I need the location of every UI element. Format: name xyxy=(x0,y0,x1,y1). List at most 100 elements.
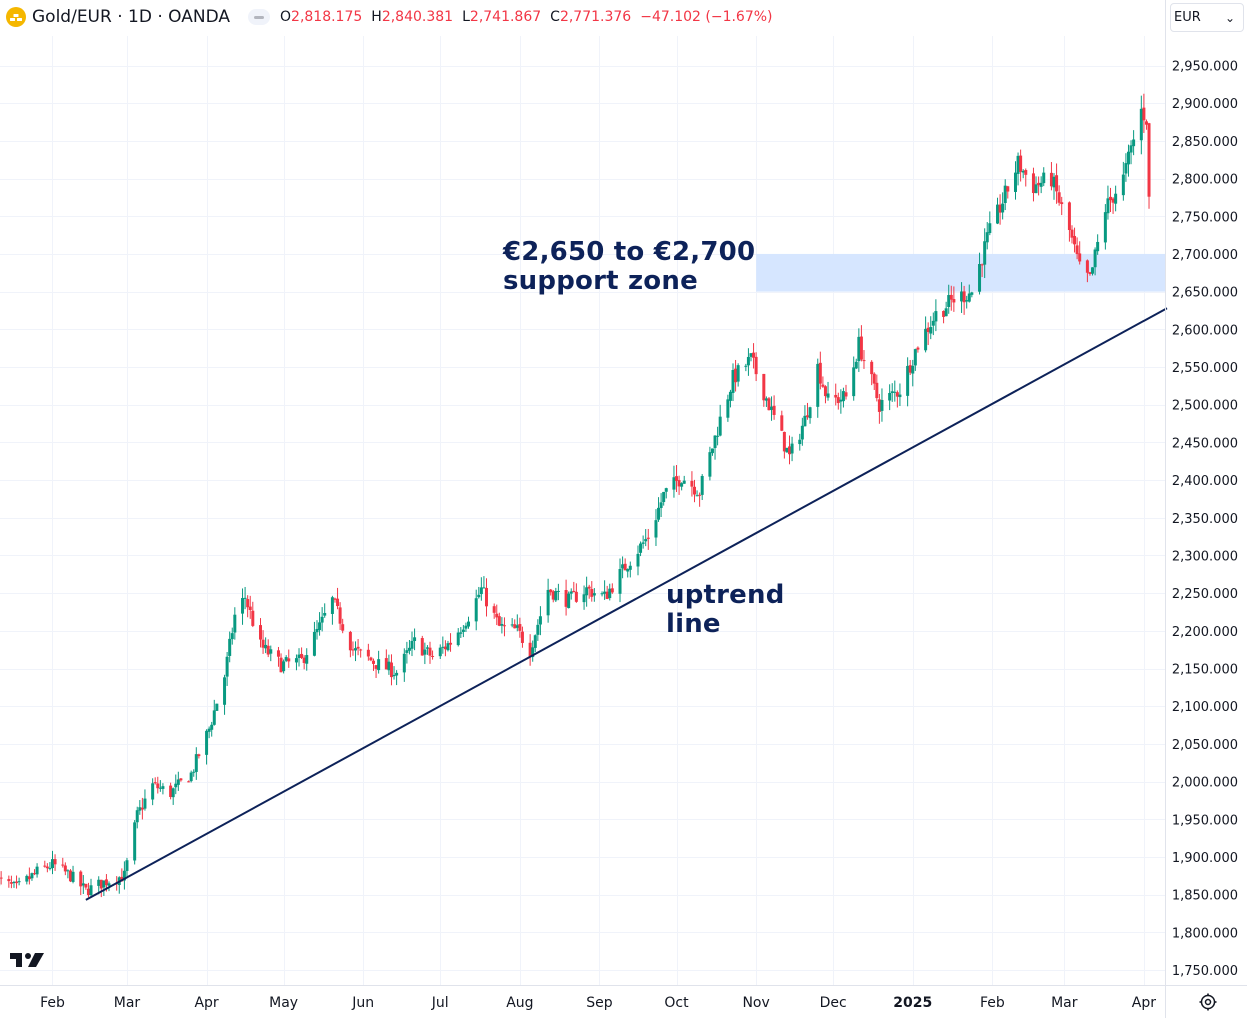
candle-down xyxy=(156,783,160,789)
candle-up xyxy=(657,507,661,520)
candle-up xyxy=(71,871,75,882)
candle-up xyxy=(320,616,324,623)
support-zone-label: €2,650 to €2,700 support zone xyxy=(503,237,756,296)
candle-up xyxy=(600,593,604,595)
time-axis-label: Mar xyxy=(114,995,141,1011)
time-axis-label: Nov xyxy=(742,995,769,1011)
candle-up xyxy=(569,591,573,594)
candle-up xyxy=(970,292,974,295)
candle-up xyxy=(790,443,794,454)
candle-up xyxy=(510,624,514,626)
candle-up xyxy=(395,672,399,676)
tradingview-logo-icon[interactable] xyxy=(8,948,46,970)
candle-down xyxy=(99,879,103,889)
candle-up xyxy=(746,356,750,366)
candle-up xyxy=(158,787,162,789)
candle-up xyxy=(944,308,948,317)
candle-up xyxy=(97,879,101,886)
candle-down xyxy=(1060,202,1064,205)
candle-up xyxy=(243,597,247,599)
candle-down xyxy=(61,864,65,866)
candle-up xyxy=(212,710,216,725)
candle-down xyxy=(356,646,360,649)
candle-down xyxy=(805,415,809,418)
candle-down xyxy=(646,537,650,539)
candle-up xyxy=(354,648,358,651)
open-value: 2,818.175 xyxy=(291,9,363,25)
candle-up xyxy=(282,661,286,672)
price-axis-label: 2,050.000 xyxy=(1172,738,1238,753)
settings-gear-icon[interactable] xyxy=(1198,992,1218,1012)
candle-down xyxy=(942,311,946,317)
candle-down xyxy=(1049,172,1053,187)
candle-up xyxy=(536,624,540,635)
candle-down xyxy=(369,657,373,661)
candle-up xyxy=(713,435,717,448)
candle-down xyxy=(859,336,863,360)
candle-up xyxy=(392,674,396,677)
candle-up xyxy=(531,647,535,658)
candle-up xyxy=(654,520,658,538)
candle-up xyxy=(25,875,29,882)
candle-down xyxy=(348,631,352,651)
price-axis-label: 2,450.000 xyxy=(1172,436,1238,451)
candle-up xyxy=(816,363,820,407)
candle-up xyxy=(965,300,969,302)
candle-up xyxy=(603,591,607,594)
candle-up xyxy=(459,632,463,634)
candle-down xyxy=(187,781,191,783)
candle-up xyxy=(893,391,897,393)
candle-up xyxy=(608,588,612,599)
candle-up xyxy=(315,628,319,633)
price-axis-label: 2,650.000 xyxy=(1172,286,1238,301)
price-axis-label: 2,350.000 xyxy=(1172,512,1238,527)
candle-down xyxy=(836,397,840,404)
collapse-legend-button[interactable] xyxy=(248,9,270,25)
candle-up xyxy=(1001,203,1005,213)
candle-down xyxy=(844,392,848,397)
candle-up xyxy=(1091,267,1095,274)
candle-up xyxy=(621,564,625,569)
candle-up xyxy=(410,640,414,649)
candle-up xyxy=(1013,172,1017,192)
candle-down xyxy=(366,649,370,657)
candle-down xyxy=(79,871,83,887)
candle-up xyxy=(770,406,774,410)
candle-down xyxy=(1019,155,1023,172)
currency-select[interactable]: EUR ⌄ xyxy=(1170,3,1244,32)
candle-down xyxy=(27,876,31,880)
candle-up xyxy=(798,439,802,445)
candle-up xyxy=(225,656,229,677)
candle-up xyxy=(474,598,478,622)
price-axis-label: 2,600.000 xyxy=(1172,323,1238,338)
candle-up xyxy=(744,365,748,367)
candle-up xyxy=(377,659,381,671)
candle-up xyxy=(929,327,933,334)
candle-up xyxy=(983,241,987,265)
candle-up xyxy=(50,859,54,869)
candle-up xyxy=(89,885,93,896)
candle-down xyxy=(818,362,822,384)
candle-up xyxy=(133,822,137,861)
time-axis-label: Feb xyxy=(980,995,1005,1011)
candle-down xyxy=(492,606,496,613)
candle-up xyxy=(659,502,663,509)
candle-down xyxy=(821,384,825,387)
candle-up xyxy=(230,633,234,640)
currency-label: EUR xyxy=(1174,10,1201,25)
candle-up xyxy=(841,391,845,402)
candle-down xyxy=(495,613,499,618)
candle-down xyxy=(754,356,758,375)
candle-down xyxy=(908,365,912,373)
low-value: 2,741.867 xyxy=(469,9,542,25)
candle-up xyxy=(1114,193,1118,204)
candle-up xyxy=(305,655,309,664)
candle-down xyxy=(862,360,866,362)
candle-down xyxy=(1037,182,1041,186)
candle-down xyxy=(1078,253,1082,262)
symbol-title[interactable]: Gold/EUR · 1D · OANDA xyxy=(32,7,230,27)
candle-up xyxy=(749,353,753,357)
candle-up xyxy=(546,589,550,616)
candle-up xyxy=(636,553,640,567)
